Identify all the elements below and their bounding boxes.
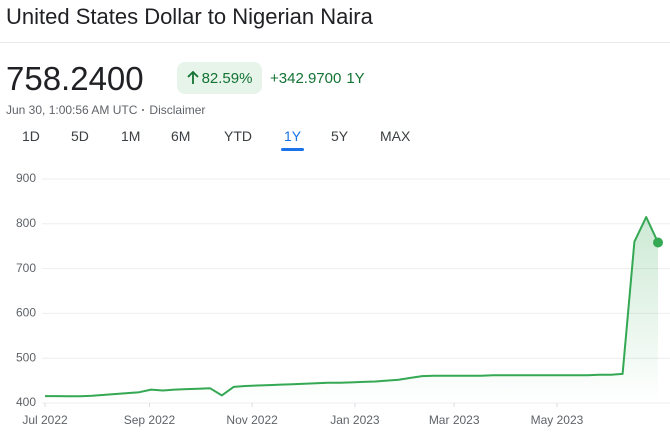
y-tick-label: 900 [16, 171, 36, 185]
price-line [45, 216, 659, 398]
range-tab[interactable]: 1D [22, 128, 40, 144]
separator [142, 109, 145, 111]
price: 758.2400 [6, 60, 144, 97]
range-tab[interactable]: MAX [380, 128, 411, 144]
x-tick-label: Nov 2022 [226, 413, 278, 427]
period: 1Y [346, 70, 365, 87]
change: +342.9700 1Y [270, 70, 365, 87]
timestamp: Jun 30, 1:00:56 AM UTC [6, 103, 138, 117]
up-arrow [186, 71, 199, 84]
timestamp-row: Jun 30, 1:00:56 AM UTC Disclaimer [6, 103, 205, 117]
y-tick-label: 800 [16, 216, 36, 230]
x-tick-label: May 2023 [531, 413, 584, 427]
range-tab[interactable]: YTD [224, 128, 252, 144]
title: United States Dollar to Nigerian Naira [6, 4, 373, 29]
y-tick-label: 500 [16, 350, 36, 364]
range-tab[interactable]: 1M [121, 128, 141, 144]
change-percent: 82.59% [201, 69, 253, 87]
x-tick-label: Mar 2023 [429, 413, 480, 427]
current-point [653, 237, 663, 248]
range-tab[interactable]: 5D [71, 128, 89, 144]
x-tick-label: Jan 2023 [330, 413, 380, 427]
change-badge: 82.59% [177, 62, 262, 94]
disclaimer-link[interactable]: Disclaimer [149, 103, 206, 117]
y-tick-label: 700 [16, 261, 36, 275]
range-tab[interactable]: 5Y [331, 128, 349, 144]
y-tick-label: 600 [16, 306, 36, 320]
change-value: +342.9700 [270, 70, 342, 87]
x-tick-label: Sep 2022 [124, 413, 176, 427]
range-tabs: 1D 5D 1M 6M YTD 1Y 5Y MAX [0, 128, 670, 152]
y-tick-label: 400 [16, 395, 36, 409]
range-tab[interactable]: 1Y [280, 128, 305, 151]
divider [0, 42, 670, 43]
x-tick-label: Jul 2022 [22, 413, 68, 427]
range-tab[interactable]: 6M [171, 128, 191, 144]
area [45, 217, 658, 403]
